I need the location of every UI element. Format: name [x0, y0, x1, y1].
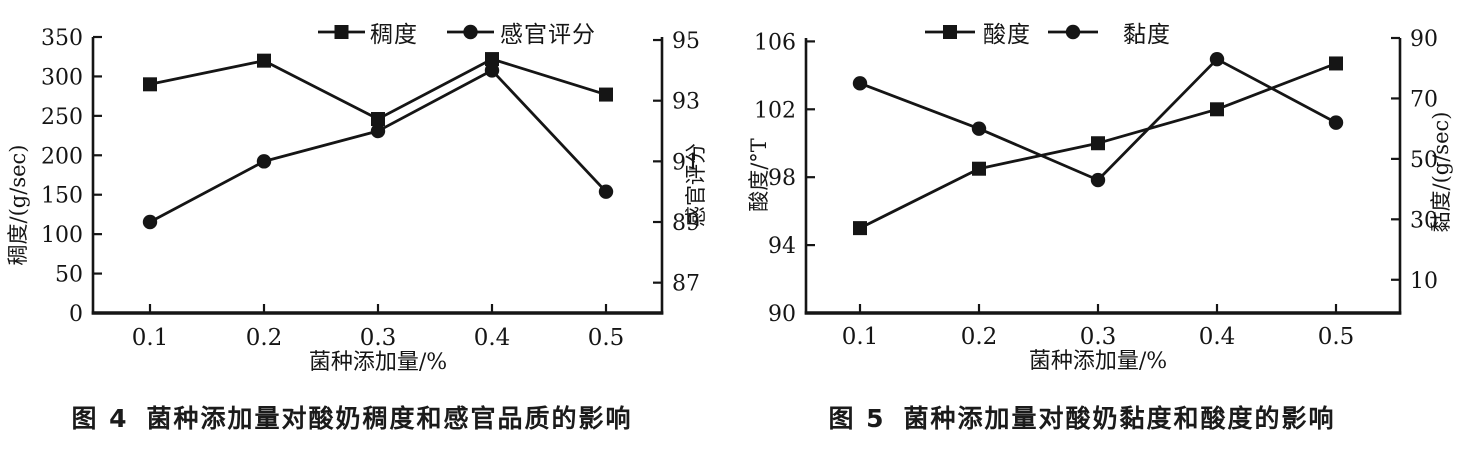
fig5-x-tick-label: 0.4 — [1199, 324, 1236, 350]
fig4-legend-label-感官评分: 感官评分 — [500, 22, 596, 48]
fig5-caption: 图 5 菌种添加量对酸奶黏度和酸度的影响 — [737, 399, 1427, 435]
fig5-x-tick-label: 0.5 — [1318, 324, 1355, 350]
fig5-line-chart: 90 94 98 102 106 10 30 50 70 90 0.1 0.2 0.3 0.4 0.5 菌种添… — [747, 22, 1453, 374]
fig5-data-point-酸度 — [972, 161, 986, 176]
fig4-left-tick-label: 150 — [41, 184, 83, 209]
fig5-caption-text: 菌种添加量对酸奶黏度和酸度的影响 — [903, 404, 1336, 433]
fig5-data-point-黏度 — [1090, 172, 1106, 188]
fig5-data-point-酸度 — [1091, 136, 1105, 151]
fig4-x-tick-label: 0.3 — [360, 325, 397, 351]
fig5-data-point-黏度 — [1328, 115, 1344, 130]
fig5-right-axis-title: 黏度/(g/sec) — [1429, 112, 1453, 233]
fig4-legend-label-稠度: 稠度 — [370, 22, 418, 48]
fig4-caption-text: 菌种添加量对酸奶稠度和感官品质的影响 — [146, 404, 633, 433]
fig5-right-tick-label: 50 — [1410, 148, 1438, 173]
fig5-left-tick-label: 106 — [754, 30, 796, 55]
fig5-caption-number: 图 5 — [828, 404, 886, 433]
fig5-data-point-酸度 — [853, 221, 867, 236]
fig5-legend-label-黏度: 黏度 — [1123, 22, 1171, 48]
fig4-series-line-稠度 — [149, 57, 607, 121]
fig4-caption: 图 4 菌种添加量对酸奶稠度和感官品质的影响 — [10, 399, 694, 435]
fig5-left-tick-label: 98 — [768, 166, 796, 191]
fig5-series-line-黏度 — [859, 57, 1337, 182]
fig4-right-tick-label: 87 — [672, 272, 700, 297]
fig4-panel: 0 50 100 150 200 250 300 350 87 89 91 93 95 0.1 0.2 0.3… — [0, 0, 737, 450]
fig4-right-tick-label: 95 — [672, 29, 700, 54]
fig4-data-point-感官评分 — [142, 214, 158, 230]
fig5-legend-marker-黏度 — [1065, 24, 1081, 40]
fig5-left-tick-label: 90 — [768, 302, 796, 327]
fig4-caption-number: 图 4 — [71, 404, 129, 433]
fig4-x-tick-label: 0.1 — [132, 325, 169, 351]
fig5-data-point-黏度 — [852, 76, 868, 91]
fig4-x-tick-label: 0.2 — [246, 325, 283, 351]
fig5-right-tick-label: 90 — [1410, 27, 1438, 52]
fig5-legend-marker-酸度 — [943, 25, 957, 39]
fig4-left-axis-title: 稠度/(g/sec) — [6, 145, 30, 266]
fig4-x-tick-label: 0.5 — [588, 325, 625, 351]
fig5-data-point-黏度 — [1209, 51, 1225, 67]
fig4-data-point-感官评分 — [370, 123, 386, 139]
fig5-left-axis-title: 酸度/°T — [747, 138, 771, 212]
fig5-data-point-黏度 — [971, 121, 987, 136]
fig4-left-tick-label: 200 — [41, 144, 83, 169]
fig5-x-tick-label: 0.1 — [842, 324, 879, 350]
fig5-panel: 90 94 98 102 106 10 30 50 70 90 0.1 0.2 0.3 0.4 0.5 菌种添… — [737, 0, 1477, 450]
fig5-data-point-酸度 — [1329, 56, 1343, 71]
fig5-legend-label-酸度: 酸度 — [983, 22, 1031, 48]
fig4-x-tick-label: 0.4 — [474, 325, 511, 351]
fig5-x-tick-label: 0.2 — [961, 324, 998, 350]
fig5-data-point-酸度 — [1210, 102, 1224, 117]
fig5-right-tick-label: 30 — [1410, 208, 1438, 233]
fig4-line-chart: 0 50 100 150 200 250 300 350 87 89 91 93 95 0.1 0.2 0.3… — [6, 22, 708, 375]
fig4-data-point-感官评分 — [484, 63, 500, 78]
fig4-left-tick-label: 350 — [41, 26, 83, 51]
fig4-legend-marker-稠度 — [334, 25, 349, 39]
fig4-data-point-稠度 — [599, 87, 613, 102]
fig4-data-point-感官评分 — [598, 184, 614, 199]
fig5-left-tick-label: 102 — [754, 98, 796, 123]
fig4-data-point-稠度 — [143, 77, 157, 92]
fig4-right-tick-label: 91 — [672, 150, 700, 175]
fig4-left-tick-label: 50 — [55, 263, 83, 288]
fig4-x-axis-title: 菌种添加量/% — [309, 350, 447, 375]
fig5-right-tick-label: 70 — [1410, 87, 1438, 112]
fig5-x-axis-title: 菌种添加量/% — [1029, 349, 1167, 374]
fig4-left-tick-label: 100 — [41, 223, 83, 248]
fig5-x-tick-label: 0.3 — [1080, 324, 1117, 350]
fig4-right-axis-title: 感官评分 — [684, 143, 708, 227]
fig4-data-point-稠度 — [371, 112, 385, 127]
fig5-left-tick-label: 94 — [768, 234, 796, 259]
fig4-legend-marker-感官评分 — [463, 24, 478, 40]
fig4-data-point-感官评分 — [256, 154, 272, 169]
fig5-right-tick-label: 10 — [1410, 269, 1438, 294]
fig4-right-tick-label: 89 — [672, 211, 700, 236]
fig4-series-line-感官评分 — [149, 69, 608, 224]
fig4-right-tick-label: 93 — [672, 90, 700, 115]
fig4-data-point-稠度 — [485, 52, 499, 67]
fig4-left-tick-label: 250 — [41, 105, 83, 130]
fig4-data-point-稠度 — [257, 53, 271, 68]
fig4-left-tick-label: 300 — [41, 65, 83, 90]
fig4-left-tick-label: 0 — [69, 302, 83, 327]
